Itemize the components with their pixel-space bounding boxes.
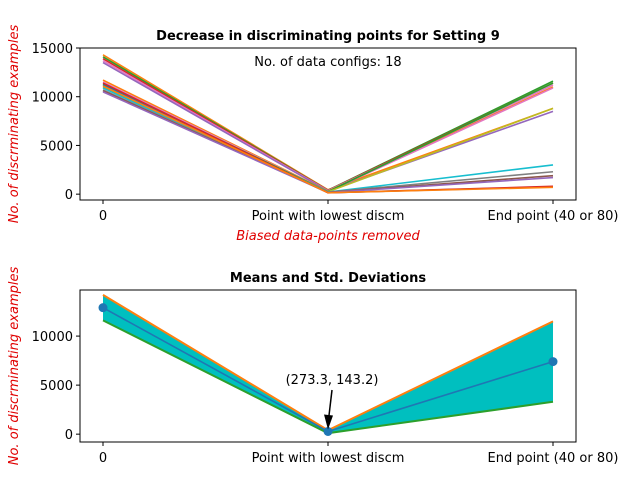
top-y-tick-label: 15000 [32,42,73,57]
mean-point-2 [323,426,333,436]
top-y-tick-label: 10000 [32,91,73,106]
top-y-ticks: 0 5000 10000 15000 [32,42,80,203]
top-y-tick-label: 0 [65,188,73,203]
top-series-line-3 [102,58,554,192]
mean-point-3 [548,357,558,367]
top-series-line-4 [102,59,554,192]
bottom-x-tick-label: Point with lowest discm [252,451,405,466]
bottom-y-axis-label: No. of discrminating examples [7,267,22,466]
top-chart-title: Decrease in discriminating points for Se… [156,29,500,44]
top-series-line-11 [102,89,554,194]
top-chart: Decrease in discriminating points for Se… [7,25,618,244]
bottom-series [98,294,558,436]
top-series-line-9 [102,86,554,193]
mean-point-1 [98,303,108,313]
bottom-x-tick-label: 0 [99,451,107,466]
top-x-axis-label: Biased data-points removed [236,229,420,244]
top-annotation: No. of data configs: 18 [254,55,401,70]
bottom-y-ticks: 0 5000 10000 [32,330,80,443]
top-y-tick-label: 5000 [40,139,73,154]
std-deviation-band [103,294,553,434]
top-y-axis-label: No. of discrminating examples [7,25,22,224]
top-x-tick-label: Point with lowest discm [252,209,405,224]
top-x-tick-label: End point (40 or 80) [488,209,619,224]
bottom-y-tick-label: 10000 [32,330,73,345]
bottom-chart: Means and Std. Deviations 0 5000 10000 0 Po… [7,267,618,466]
top-series-line-16 [102,85,554,194]
top-series-line-5 [102,61,554,192]
annotation-arrow-shaft [328,389,333,416]
bottom-x-ticks: 0 Point with lowest discm End point (40 or… [99,442,619,466]
top-series-line-10 [102,87,554,193]
top-series-line-2 [102,56,554,192]
top-x-tick-label: 0 [99,209,107,224]
top-series-lines [102,54,554,194]
bottom-x-tick-label: End point (40 or 80) [488,451,619,466]
bottom-y-tick-label: 0 [65,428,73,443]
annotation-text: (273.3, 143.2) [286,373,379,388]
top-x-ticks: 0 Point with lowest discm End point (40 or… [99,200,619,224]
bottom-y-tick-label: 5000 [40,379,73,394]
bottom-annotation: (273.3, 143.2) [286,373,379,430]
annotation-arrow-head [324,414,333,430]
bottom-chart-title: Means and Std. Deviations [230,271,426,286]
